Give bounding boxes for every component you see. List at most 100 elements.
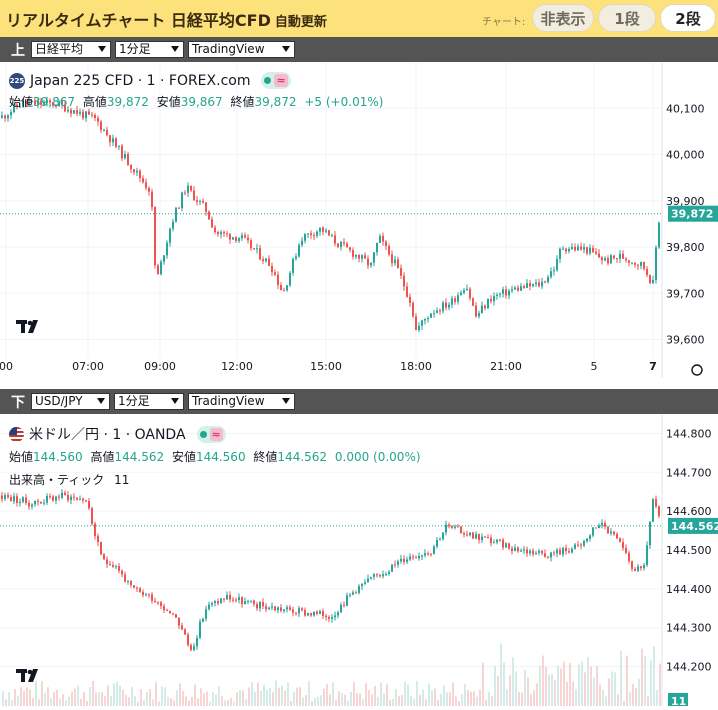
app-title-text: リアルタイムチャート 日経平均CFD [6,11,271,30]
last-price-tag [668,517,718,534]
top-chart-panel[interactable]: 39,600 39,700 39,800 39,900 40,000 40,100 00 07… [0,62,718,386]
candle-body [136,170,138,173]
volume-bar [440,693,442,706]
candle-body [490,537,492,544]
candle-body [319,227,321,232]
candle-body [178,207,180,209]
candle-body [574,544,576,549]
candle-body [247,601,249,603]
candle-body [403,275,405,287]
candle-body [337,612,339,616]
volume-bar [407,684,409,706]
candle-body [523,286,525,288]
volume-bar [164,687,166,706]
candle-body [100,542,102,555]
volume-bar [560,668,562,706]
candle-body [604,522,606,527]
candle-body [325,230,327,232]
hide-button[interactable]: 非表示 [532,4,594,32]
bottom-chart-panel[interactable]: 144.200 144.300 144.400 144.500 144.600 144.7… [0,414,718,709]
candle-body [310,613,312,616]
volume-bar [263,684,265,706]
volume-bar [464,684,466,706]
bottom-status-badge[interactable]: ≈ [196,425,226,443]
two-row-button[interactable]: 2段 [660,4,716,32]
candle-body [526,283,528,288]
volume-bar [155,682,157,706]
candle-body [370,262,372,266]
candle-body [157,265,159,275]
candle-body [562,248,564,250]
candle-body [601,522,603,526]
top-header: リアルタイムチャート 日経平均CFD 自動更新 チャート: 非表示 1段 2段 [0,0,718,37]
candle-body [439,310,441,312]
volume-bar [608,678,610,706]
candle-body [187,185,189,193]
volume-bar [167,696,169,706]
volume-bar [554,679,556,706]
volume-bar [287,682,289,706]
bottom-symbol-select-value: USD/JPY [35,394,83,408]
candle-body [646,545,648,566]
volume-bar [83,692,85,706]
candle-body [415,316,417,331]
volume-bar [200,688,202,706]
candle-body [568,248,570,252]
volume-bar [125,694,127,706]
candle-body [478,534,480,540]
candle-body [493,296,495,302]
candle-body [169,228,171,243]
candle-body [595,251,597,254]
candle-body [412,556,414,558]
candle-body [397,561,399,565]
top-status-badge[interactable]: ≈ [261,72,291,89]
volume-bar [230,697,232,706]
top-symbol-select[interactable]: 日経平均 [31,41,111,58]
candle-body [202,618,204,622]
volume-bar [284,690,286,706]
y-tick-label: 40,100 [666,102,705,115]
usdjpy-chart[interactable]: 144.200 144.300 144.400 144.500 144.600 144.7… [0,414,718,709]
chevron-down-icon [98,46,106,52]
one-row-button[interactable]: 1段 [598,4,656,32]
candle-body [115,566,117,568]
candle-body [382,235,384,242]
volume-bar [227,700,229,706]
candle-body [118,566,120,571]
candle-body [625,547,627,553]
candle-body [610,531,612,534]
candle-body [394,259,396,264]
candle-body [658,222,660,248]
settings-gear-icon[interactable] [691,364,703,376]
top-interval-select[interactable]: 1分足 [115,41,184,58]
tradingview-logo-icon[interactable] [14,315,44,337]
candle-body [391,564,393,572]
candle-body [283,609,285,611]
candle-body [91,114,93,116]
top-symbol-row: 225 Japan 225 CFD · 1 · FOREX.com ≈ [9,72,387,89]
candle-body [628,260,630,263]
candle-body [241,235,243,239]
y-tick-label: 39,800 [666,241,705,254]
x-tick-label: 7 [649,360,657,373]
candle-body [61,492,63,498]
candle-body [316,611,318,614]
candle-body [286,285,288,291]
bottom-provider-select[interactable]: TradingView [188,393,295,410]
candle-body [364,582,366,584]
candle-body [55,105,57,107]
candle-body [553,270,555,272]
candle-body [481,536,483,540]
candle-body [67,109,69,112]
y-tick-label: 144.700 [666,466,712,479]
bottom-interval-select[interactable]: 1分足 [114,393,184,410]
volume-bar [29,689,31,706]
delay-wave-icon: ≈ [274,74,288,87]
top-provider-select[interactable]: TradingView [188,41,295,58]
candle-body [142,591,144,596]
candle-body [511,548,513,551]
nikkei-chart[interactable]: 39,600 39,700 39,800 39,900 40,000 40,100 00 07… [0,62,718,386]
bottom-symbol-select[interactable]: USD/JPY [31,393,110,410]
candle-body [508,543,510,549]
tradingview-logo-icon[interactable] [14,664,44,686]
